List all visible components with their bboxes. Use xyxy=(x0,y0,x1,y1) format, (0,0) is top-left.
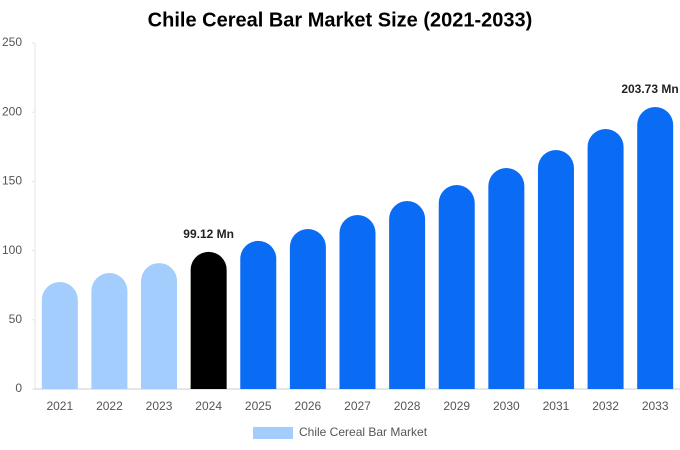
x-tick-label: 2032 xyxy=(592,399,619,413)
x-tick-label: 2021 xyxy=(46,399,73,413)
x-tick-label: 2024 xyxy=(195,399,222,413)
legend-label: Chile Cereal Bar Market xyxy=(299,425,428,439)
bar xyxy=(488,168,525,389)
y-tick-label: 250 xyxy=(2,35,22,49)
value-label: 203.73 Mn xyxy=(621,82,678,96)
x-tick-label: 2029 xyxy=(443,399,470,413)
x-tick-label: 2030 xyxy=(493,399,520,413)
y-tick-label: 200 xyxy=(2,104,22,118)
bar xyxy=(637,107,674,389)
bar xyxy=(537,149,574,389)
bar xyxy=(240,240,277,389)
x-tick-label: 2025 xyxy=(245,399,272,413)
bar xyxy=(438,184,475,389)
legend-swatch xyxy=(253,427,293,439)
bar xyxy=(141,263,178,389)
bar xyxy=(91,273,128,389)
y-tick-label: 150 xyxy=(2,174,22,188)
x-tick-label: 2028 xyxy=(394,399,421,413)
x-tick-label: 2031 xyxy=(543,399,570,413)
y-tick-label: 0 xyxy=(15,381,22,395)
y-tick-label: 100 xyxy=(2,243,22,257)
x-tick-label: 2026 xyxy=(295,399,322,413)
bar xyxy=(389,201,426,389)
x-tick-label: 2027 xyxy=(344,399,371,413)
value-label: 99.12 Mn xyxy=(183,227,234,241)
bar xyxy=(289,229,326,389)
y-tick-label: 50 xyxy=(9,312,23,326)
x-tick-label: 2033 xyxy=(642,399,669,413)
x-tick-label: 2023 xyxy=(146,399,173,413)
bar xyxy=(587,128,624,389)
bar xyxy=(41,282,78,389)
x-tick-label: 2022 xyxy=(96,399,123,413)
bar xyxy=(339,215,376,389)
chart-title: Chile Cereal Bar Market Size (2021-2033) xyxy=(148,9,533,31)
bar xyxy=(190,251,227,389)
